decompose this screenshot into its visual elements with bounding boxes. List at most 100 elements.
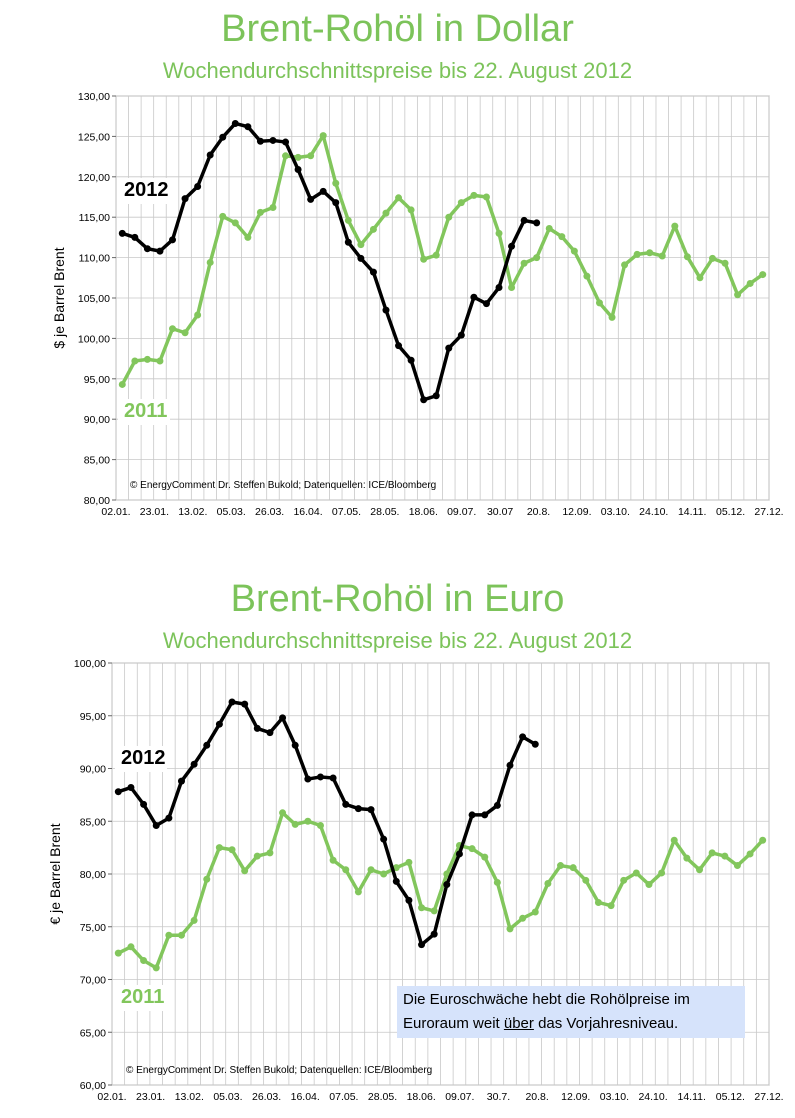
series-line-2011	[120, 133, 764, 386]
data-point-2011	[307, 152, 315, 160]
y-tick-label: 85,00	[80, 816, 106, 828]
data-point-2011	[190, 916, 198, 924]
data-point-2011	[482, 193, 490, 201]
x-tick-label: 20.8.	[525, 1091, 548, 1103]
x-tick-label: 14.11.	[678, 506, 706, 518]
series-label-2011: 2011	[121, 986, 164, 1008]
data-point-2011	[646, 249, 654, 257]
data-point-2012	[470, 293, 478, 301]
data-point-2012	[181, 195, 189, 203]
x-tick-label: 13.02.	[175, 1091, 204, 1103]
x-tick-label: 18.06.	[407, 1091, 436, 1103]
data-point-2011	[279, 809, 287, 817]
data-point-2011	[468, 845, 476, 853]
data-point-2012	[319, 187, 327, 195]
data-point-2011	[506, 925, 514, 933]
series-label-2012: 2012	[121, 747, 166, 769]
data-point-2012	[279, 714, 287, 722]
data-point-2012	[357, 254, 365, 262]
data-point-2012	[307, 195, 315, 203]
data-point-2011	[152, 964, 160, 972]
chart-subtitle: Wochendurchschnittspreise bis 22. August…	[162, 58, 633, 83]
data-point-2011	[683, 253, 691, 261]
data-point-2011	[607, 902, 615, 910]
x-tick-label: 07.05.	[332, 506, 361, 518]
series-line-2011	[117, 811, 764, 970]
data-point-2011	[520, 259, 528, 267]
data-point-2011	[533, 254, 541, 262]
data-point-2012	[228, 698, 236, 706]
data-point-2012	[482, 300, 490, 308]
data-point-2011	[344, 216, 352, 224]
data-point-2012	[156, 247, 164, 255]
data-point-2011	[608, 313, 616, 321]
data-point-2012	[445, 344, 453, 352]
data-point-2012	[329, 774, 337, 782]
x-tick-label: 14.11.	[677, 1091, 705, 1103]
x-tick-label: 12.09.	[562, 506, 591, 518]
y-tick-label: 115,00	[79, 212, 110, 224]
data-point-2011	[582, 876, 590, 884]
x-tick-label: 05.12.	[716, 506, 745, 518]
x-tick-label: 09.07.	[445, 1091, 474, 1103]
data-point-2011	[432, 251, 440, 259]
data-point-2011	[241, 867, 249, 875]
data-point-2012	[127, 783, 135, 791]
data-point-2012	[231, 119, 239, 127]
data-point-2011	[165, 931, 173, 939]
y-tick-label: 105,00	[78, 293, 110, 305]
data-point-2012	[291, 741, 299, 749]
data-point-2012	[316, 773, 324, 781]
annotation-text-before: Die Euroschwäche hebt die Rohölpreise im…	[403, 991, 690, 1032]
data-point-2011	[620, 876, 628, 884]
data-point-2012	[177, 777, 185, 785]
data-point-2011	[118, 380, 126, 388]
data-point-2012	[152, 821, 160, 829]
data-point-2011	[544, 879, 552, 887]
data-point-2012	[430, 930, 438, 938]
data-point-2011	[407, 206, 415, 214]
data-point-2011	[228, 846, 236, 854]
data-point-2012	[194, 182, 202, 190]
data-point-2011	[495, 229, 503, 237]
data-point-2012	[382, 306, 390, 314]
data-point-2012	[520, 216, 528, 224]
x-tick-label: 23.01.	[136, 1091, 165, 1103]
series-label-bg	[115, 985, 167, 1011]
data-point-2012	[455, 850, 463, 858]
data-point-2012	[519, 733, 527, 741]
data-point-2011	[595, 299, 603, 307]
data-point-2012	[420, 396, 428, 404]
data-point-2011	[746, 279, 754, 287]
data-point-2012	[215, 720, 223, 728]
y-axis-label: € je Barrel Brent	[47, 823, 63, 924]
data-point-2011	[658, 869, 666, 877]
data-point-2012	[418, 941, 426, 949]
data-point-2011	[594, 898, 602, 906]
data-point-2011	[203, 875, 211, 883]
data-point-2011	[734, 291, 742, 299]
x-tick-label: 27.12.	[754, 1091, 783, 1103]
annotation-box: Die Euroschwäche hebt die Rohölpreise im…	[397, 986, 745, 1038]
data-point-2012	[241, 700, 249, 708]
y-tick-label: 130,00	[78, 91, 110, 103]
data-point-2011	[342, 866, 350, 874]
chart-subtitle: Wochendurchschnittspreise bis 22. August…	[162, 628, 633, 653]
y-tick-label: 95,00	[80, 711, 106, 723]
y-tick-label: 90,00	[84, 414, 110, 426]
data-point-2011	[127, 943, 135, 951]
data-point-2011	[231, 219, 239, 227]
x-tick-label: 28.05.	[370, 506, 399, 518]
data-point-2011	[380, 870, 388, 878]
x-tick-label: 24.10.	[638, 1091, 667, 1103]
data-point-2012	[342, 800, 350, 808]
data-point-2012	[367, 806, 375, 814]
data-point-2011	[114, 949, 122, 957]
series-label-bg	[118, 178, 170, 204]
data-point-2011	[382, 209, 390, 217]
y-tick-label: 80,00	[80, 869, 106, 881]
data-point-2011	[457, 199, 465, 207]
source-note: © EnergyComment Dr. Steffen Bukold; Date…	[130, 480, 436, 491]
data-point-2012	[294, 166, 302, 174]
data-point-2011	[696, 274, 704, 282]
